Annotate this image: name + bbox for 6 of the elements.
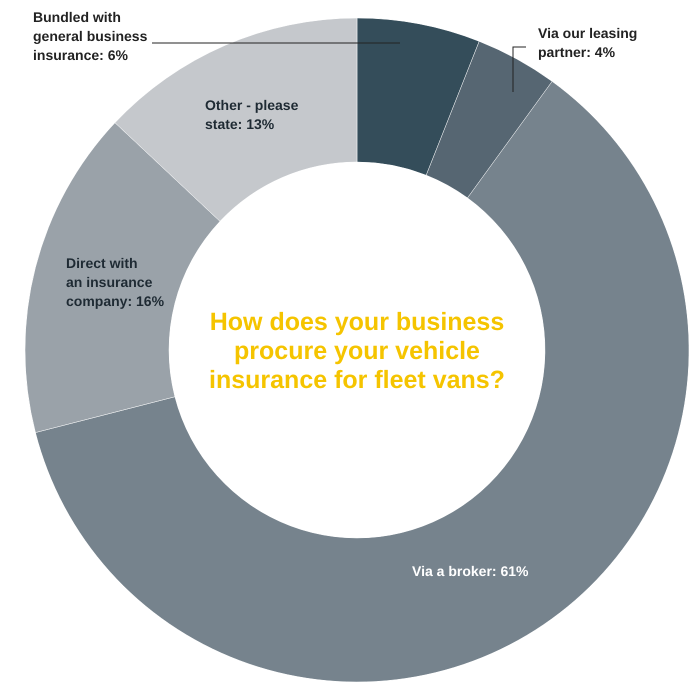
slice-label: Direct with an insurance company: 16% (66, 255, 165, 309)
slice-label: Via our leasing partner: 4% (538, 25, 638, 60)
slice-label: Other - please state: 13% (205, 97, 299, 132)
text: How does your business procure your vehicle insurance for fleet vans? (209, 308, 505, 394)
slice-label: Bundled with general business insurance: 6% (33, 9, 148, 63)
slice-label: Via a broker: 61% (412, 563, 530, 579)
